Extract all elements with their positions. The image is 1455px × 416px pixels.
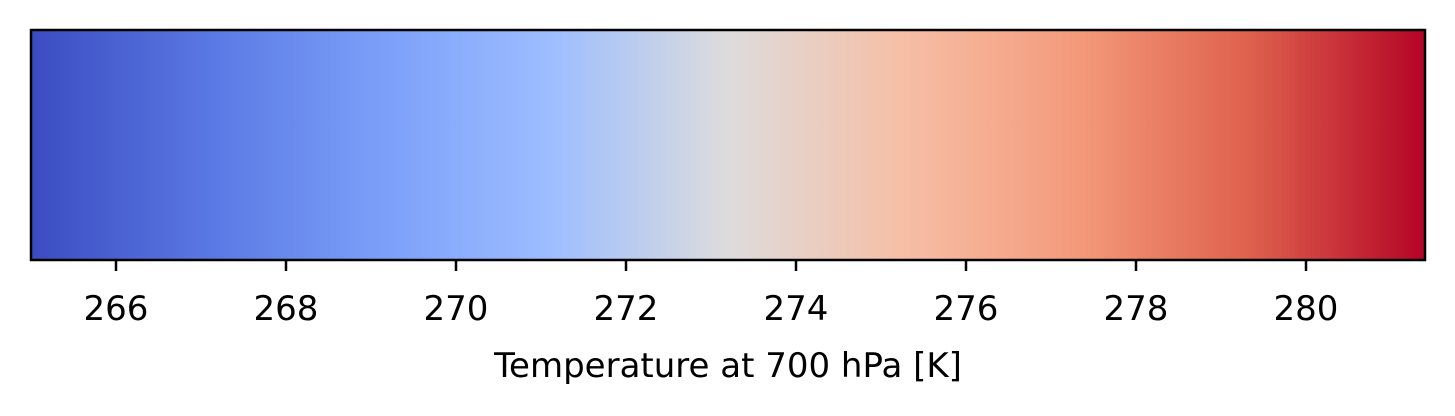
x-tick-label: 276 — [934, 289, 999, 329]
x-tick-label: 278 — [1104, 289, 1169, 329]
x-tick-label: 280 — [1274, 289, 1339, 329]
colorbar-fill — [31, 30, 1425, 260]
x-tick-label: 270 — [424, 289, 489, 329]
x-tick-label: 272 — [594, 289, 659, 329]
x-tick-label: 268 — [254, 289, 319, 329]
x-tick-label: 274 — [764, 289, 829, 329]
x-axis-ticks: 266 268 270 272 274 276 278 280 — [84, 260, 1339, 329]
x-axis-label: Temperature at 700 hPa [K] — [493, 346, 962, 386]
colorbar-frame — [29, 28, 1427, 262]
x-tick-label: 266 — [84, 289, 149, 329]
